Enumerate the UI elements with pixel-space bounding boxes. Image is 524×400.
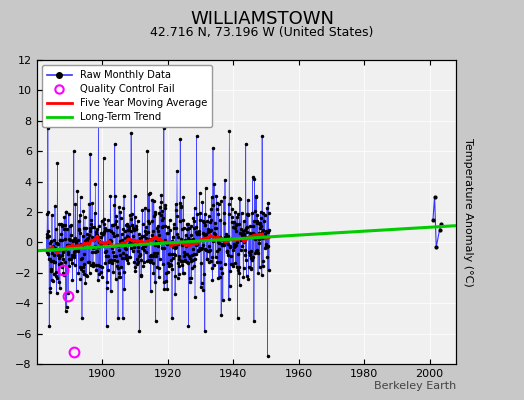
Text: Berkeley Earth: Berkeley Earth — [374, 381, 456, 391]
Y-axis label: Temperature Anomaly (°C): Temperature Anomaly (°C) — [463, 138, 473, 286]
Text: 42.716 N, 73.196 W (United States): 42.716 N, 73.196 W (United States) — [150, 26, 374, 39]
Text: WILLIAMSTOWN: WILLIAMSTOWN — [190, 10, 334, 28]
Legend: Raw Monthly Data, Quality Control Fail, Five Year Moving Average, Long-Term Tren: Raw Monthly Data, Quality Control Fail, … — [42, 65, 212, 127]
